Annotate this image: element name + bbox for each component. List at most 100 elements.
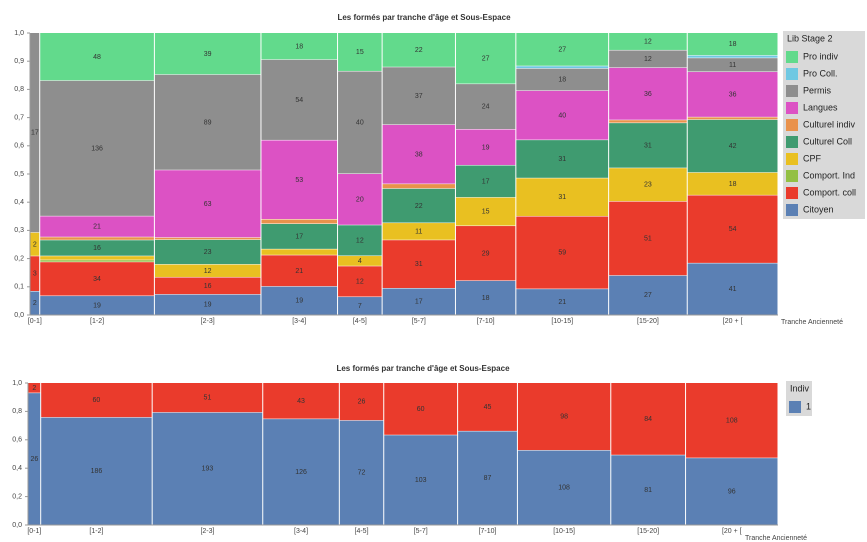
segment: [609, 123, 687, 168]
segment-label: 18: [295, 43, 303, 50]
segment: [40, 262, 154, 296]
segment: [40, 240, 154, 256]
segment: [30, 291, 40, 315]
segment: [41, 383, 152, 418]
chart-title: Les formés par tranche d'âge et Sous-Esp…: [337, 13, 511, 22]
segment: [686, 383, 778, 458]
x-tick-label: [15-20]: [637, 528, 659, 535]
segment: [40, 256, 154, 260]
segment: [455, 129, 516, 165]
x-tick-label: [10-15]: [553, 528, 575, 535]
segment-label: 193: [202, 466, 214, 473]
x-tick-label: [5-7]: [414, 528, 428, 535]
x-tick-label: [0-1]: [27, 528, 41, 535]
segment-label: 21: [93, 224, 101, 231]
segment: [154, 294, 261, 315]
segment: [154, 170, 261, 238]
segment-label: 4: [358, 258, 362, 265]
segment: [516, 33, 609, 66]
segment: [382, 240, 455, 289]
segment-label: 98: [560, 414, 568, 421]
segment: [384, 435, 458, 525]
segment: [609, 120, 687, 123]
legend-swatch: [786, 102, 798, 114]
segment-label: 31: [644, 142, 652, 149]
legend-swatch: [786, 136, 798, 148]
x-tick-label: [3-4]: [292, 318, 306, 325]
segment: [516, 90, 609, 140]
segment-label: 12: [356, 237, 364, 244]
legend-label: Comport. coll: [803, 187, 856, 197]
segment: [40, 260, 154, 262]
x-tick-label: [1-2]: [89, 528, 103, 535]
x-tick-label: [5-7]: [412, 318, 426, 325]
segment: [687, 195, 778, 263]
x-tick-label: [3-4]: [294, 528, 308, 535]
segment: [263, 383, 339, 419]
segment-label: 2: [33, 241, 37, 248]
legend-swatch: [786, 170, 798, 182]
segment: [261, 140, 338, 220]
segment-label: 51: [644, 236, 652, 243]
segment-label: 87: [484, 475, 492, 482]
segment: [687, 117, 778, 120]
legend-swatch: [789, 401, 801, 413]
segment-label: 53: [295, 177, 303, 184]
segment-label: 89: [204, 119, 212, 126]
segment: [261, 33, 338, 60]
segment-label: 38: [415, 151, 423, 158]
segment-label: 54: [729, 226, 737, 233]
segment-label: 45: [484, 404, 492, 411]
segment-label: 17: [31, 130, 39, 137]
segment: [338, 256, 382, 266]
segment-label: 18: [482, 295, 490, 302]
legend-title: Indiv: [790, 383, 810, 393]
segment-label: 23: [644, 182, 652, 189]
segment-label: 27: [482, 55, 490, 62]
segment-label: 36: [644, 91, 652, 98]
segment: [687, 33, 778, 56]
segment: [609, 201, 687, 276]
segment: [516, 289, 609, 315]
segment: [339, 383, 384, 421]
segment: [382, 188, 455, 223]
x-tick-label: [7-10]: [479, 528, 497, 535]
segment-label: 63: [204, 201, 212, 208]
segment: [338, 266, 382, 297]
segment-label: 11: [415, 228, 422, 235]
segment: [40, 237, 154, 240]
segment: [458, 383, 517, 431]
legend-swatch: [786, 68, 798, 80]
segment: [687, 119, 778, 173]
segment-label: 18: [558, 77, 566, 84]
legend-label: Permis: [803, 85, 832, 95]
mekko-chart: Les formés par tranche d'âge et Sous-Esp…: [14, 13, 865, 326]
segment-label: 17: [415, 299, 423, 306]
segment: [516, 178, 609, 216]
legend-label: CPF: [803, 153, 822, 163]
segment-label: 16: [204, 283, 212, 290]
y-tick-label: 0,4: [14, 199, 24, 206]
segment: [338, 33, 382, 71]
segment-label: 72: [358, 470, 366, 477]
segment-label: 60: [93, 397, 101, 404]
segment-label: 12: [356, 279, 364, 286]
segment: [517, 383, 611, 451]
segment-label: 42: [729, 143, 737, 150]
segment: [40, 33, 154, 81]
chart-title: Les formés par tranche d'âge et Sous-Esp…: [336, 364, 510, 373]
segment: [611, 455, 686, 525]
segment: [154, 74, 261, 170]
legend-label: Pro Coll.: [803, 68, 838, 78]
segment: [261, 223, 338, 249]
segment-label: 7: [358, 303, 362, 310]
segment-label: 22: [415, 203, 423, 210]
segment: [154, 277, 261, 295]
segment: [516, 66, 609, 69]
segment-label: 11: [729, 62, 736, 69]
legend-swatch: [786, 119, 798, 131]
segment: [154, 264, 261, 277]
segment: [687, 263, 778, 315]
legend-label: Citoyen: [803, 204, 834, 214]
